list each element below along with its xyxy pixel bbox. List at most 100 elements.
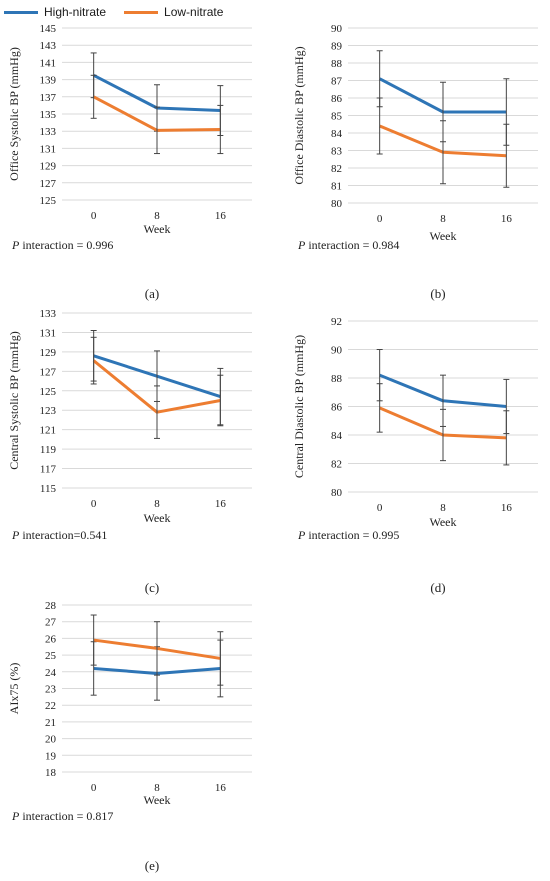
legend-swatch-high-nitrate xyxy=(4,10,38,14)
y-axis-label: Office Systolic BP (mmHg) xyxy=(7,47,21,181)
x-tick-label: 0 xyxy=(91,782,97,794)
p-interaction-label: P interaction = 0.984 xyxy=(297,238,399,252)
y-tick-label: 22 xyxy=(45,700,56,712)
y-tick-label: 88 xyxy=(331,373,343,385)
x-tick-label: 8 xyxy=(154,498,160,510)
x-tick-label: 0 xyxy=(377,502,383,514)
p-interaction-value: interaction = 0.984 xyxy=(305,238,399,252)
p-symbol: P xyxy=(297,528,306,542)
x-tick-label: 16 xyxy=(215,210,227,222)
p-symbol: P xyxy=(297,238,306,252)
y-tick-label: 127 xyxy=(40,178,57,190)
chart-a: 125 127 129 131 133 135 137 139 141 143 145 0 8 16 Wee… xyxy=(7,23,252,301)
y-tick-label: 139 xyxy=(40,75,57,87)
x-tick-label: 16 xyxy=(501,213,513,225)
y-tick-label: 141 xyxy=(40,57,57,69)
y-tick-label: 133 xyxy=(40,126,57,138)
y-tick-label: 90 xyxy=(331,23,343,35)
y-tick-label: 20 xyxy=(45,734,57,746)
y-tick-label: 83 xyxy=(331,146,343,158)
p-interaction-value: interaction = 0.817 xyxy=(19,809,113,823)
y-tick-label: 86 xyxy=(331,402,343,414)
y-tick-label: 143 xyxy=(40,40,57,52)
p-interaction-label: P interaction=0.541 xyxy=(11,528,107,542)
y-tick-label: 117 xyxy=(40,464,57,476)
x-tick-label: 16 xyxy=(501,502,513,514)
y-axis-label: Central Systolic BP (mmHg) xyxy=(7,331,21,470)
y-tick-label: 145 xyxy=(40,23,57,35)
legend: High-nitrate Low-nitrate xyxy=(4,2,223,22)
y-tick-label: 119 xyxy=(40,444,57,456)
p-interaction-label: P interaction = 0.995 xyxy=(297,528,399,542)
x-axis-label: Week xyxy=(429,229,456,243)
y-tick-label: 88 xyxy=(331,58,343,70)
y-tick-label: 123 xyxy=(40,405,57,417)
x-axis-label: Week xyxy=(143,793,170,807)
x-axis-label: Week xyxy=(429,515,456,529)
panel-caption: (b) xyxy=(430,286,445,301)
y-tick-label: 84 xyxy=(331,128,343,140)
y-tick-label: 80 xyxy=(331,487,343,499)
y-tick-label: 18 xyxy=(45,767,57,779)
y-tick-label: 131 xyxy=(40,143,57,155)
chart-e: 18 19 20 21 22 23 24 25 26 27 28 0 8 16 Week AIx75 (%) P… xyxy=(7,600,252,873)
y-tick-label: 25 xyxy=(45,650,57,662)
x-tick-label: 16 xyxy=(215,782,227,794)
y-tick-label: 125 xyxy=(40,386,57,398)
p-symbol: P xyxy=(11,809,20,823)
p-interaction-value: interaction=0.541 xyxy=(19,528,107,542)
y-tick-label: 131 xyxy=(40,327,57,339)
y-axis-label: Office Diastolic BP (mmHg) xyxy=(292,46,306,184)
y-tick-label: 28 xyxy=(45,600,57,612)
y-tick-label: 19 xyxy=(45,750,57,762)
x-tick-label: 16 xyxy=(215,498,227,510)
x-axis-label: Week xyxy=(143,222,170,236)
panel-caption: (e) xyxy=(145,858,159,873)
y-tick-label: 127 xyxy=(40,366,57,378)
y-tick-label: 81 xyxy=(331,181,342,193)
panel-caption: (d) xyxy=(430,580,445,595)
y-tick-label: 82 xyxy=(331,163,342,175)
y-tick-label: 133 xyxy=(40,308,57,320)
y-tick-label: 80 xyxy=(331,198,343,210)
x-tick-label: 8 xyxy=(440,502,446,514)
chart-b: 80 81 82 83 84 85 86 87 88 89 90 0 8 16 Week Office Dia… xyxy=(292,23,538,301)
chart-d: 80 82 84 86 88 90 92 0 8 16 Week Central Diastolic … xyxy=(292,316,538,595)
legend-item-high-nitrate: High-nitrate xyxy=(4,5,106,19)
x-tick-label: 0 xyxy=(91,210,97,222)
x-tick-label: 8 xyxy=(154,210,160,222)
y-tick-label: 23 xyxy=(45,684,57,696)
panel-caption: (a) xyxy=(145,286,159,301)
y-tick-label: 135 xyxy=(40,109,57,121)
y-tick-label: 24 xyxy=(45,667,57,679)
x-axis-label: Week xyxy=(143,511,170,525)
legend-item-low-nitrate: Low-nitrate xyxy=(124,5,223,19)
y-tick-label: 90 xyxy=(331,345,343,357)
x-tick-label: 0 xyxy=(377,213,383,225)
y-tick-label: 84 xyxy=(331,430,343,442)
x-tick-label: 8 xyxy=(440,213,446,225)
chart-c: 115 117 119 121 123 125 127 129 131 133 0 8 16 Week Ce… xyxy=(7,308,252,595)
y-tick-label: 129 xyxy=(40,347,57,359)
panel-caption: (c) xyxy=(145,580,159,595)
p-interaction-value: interaction = 0.996 xyxy=(19,238,113,252)
y-tick-label: 137 xyxy=(40,92,57,104)
p-interaction-label: P interaction = 0.817 xyxy=(11,809,113,823)
y-tick-label: 92 xyxy=(331,316,342,328)
y-tick-label: 125 xyxy=(40,195,57,207)
y-tick-label: 115 xyxy=(40,483,57,495)
p-symbol: P xyxy=(11,528,20,542)
p-interaction-label: P interaction = 0.996 xyxy=(11,238,113,252)
p-interaction-value: interaction = 0.995 xyxy=(305,528,399,542)
y-tick-label: 85 xyxy=(331,111,343,123)
y-tick-label: 87 xyxy=(331,76,343,88)
y-tick-label: 129 xyxy=(40,161,57,173)
legend-swatch-low-nitrate xyxy=(124,10,159,14)
y-tick-label: 86 xyxy=(331,93,343,105)
y-tick-label: 27 xyxy=(45,617,57,629)
legend-label-low-nitrate: Low-nitrate xyxy=(164,5,224,19)
x-tick-label: 8 xyxy=(154,782,160,794)
y-tick-label: 121 xyxy=(40,425,57,437)
y-axis-label: Central Diastolic BP (mmHg) xyxy=(292,335,306,478)
